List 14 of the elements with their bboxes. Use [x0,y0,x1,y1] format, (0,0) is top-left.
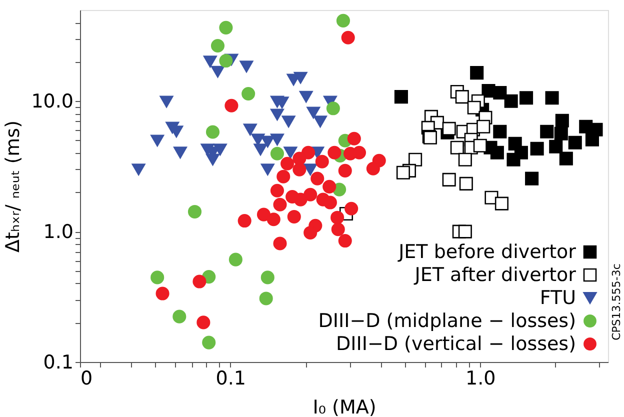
y-tick-label: 1.0 [43,221,74,244]
y-tick-label: 10.0 [31,90,74,113]
legend-label: JET before divertor [398,241,576,263]
x-tick-label: 0 [80,368,93,390]
y-axis-title: Δtₕₓᵣ/ ₙₑᵤₜ (ms) [2,120,24,252]
legend-label: DIII−D (vertical − losses) [336,333,576,355]
text: CPS13.555-3c [610,264,623,340]
x-tick-label: 0.1 [216,368,246,390]
legend-label: DIII−D (midplane − losses) [318,310,576,332]
legend-label: FTU [540,287,576,309]
x-axis-title: I₀ (MA) [312,396,376,417]
legend-label: JET after divertor [414,264,576,286]
x-tick-label: 1.0 [466,368,496,390]
y-tick-label: 0.1 [43,352,74,374]
